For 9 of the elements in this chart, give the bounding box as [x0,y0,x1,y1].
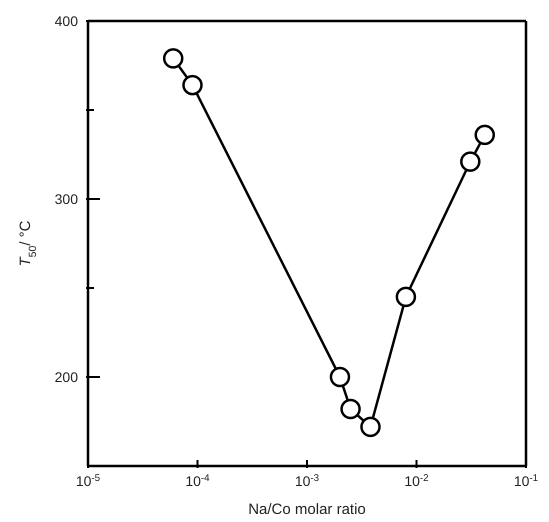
y-tick-label: 300 [54,191,78,207]
y-tick-label: 400 [54,13,78,29]
x-tick-label: 10$^{-4}$ [185,472,210,489]
x-axis-title: Na/Co molar ratio [248,501,366,518]
y-tick-label: 200 [54,369,78,385]
x-tick-label: 10$^{-2}$ [404,472,429,489]
x-tick-label: 10$^{-5}$ [76,472,101,489]
x-tick-label: 10$^{-1}$ [514,472,538,489]
x-tick-label: 10$^{-3}$ [294,472,320,489]
